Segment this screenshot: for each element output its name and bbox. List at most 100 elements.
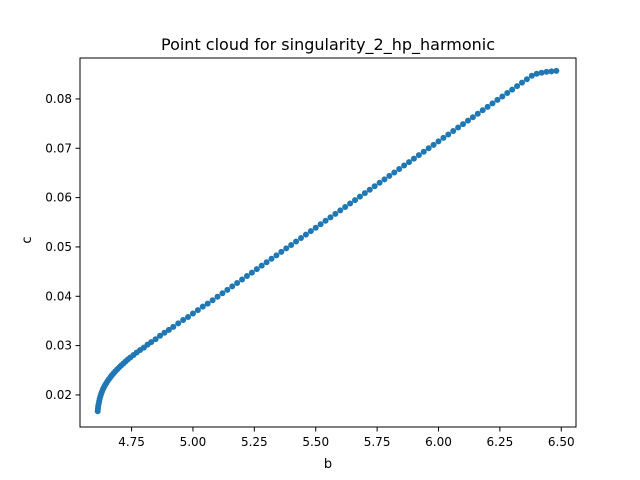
data-point <box>317 221 324 228</box>
data-point <box>474 110 481 117</box>
data-point <box>204 300 211 307</box>
data-point <box>391 169 398 176</box>
y-tick-label: 0.07 <box>45 141 72 155</box>
data-point <box>148 339 155 346</box>
data-point <box>410 155 417 162</box>
data-point <box>553 67 560 74</box>
data-point <box>263 259 270 266</box>
data-point <box>464 117 471 124</box>
y-axis-ticks: 0.02 0.03 0.04 0.05 0.06 0.07 0.08 <box>45 92 80 402</box>
data-point <box>302 231 309 238</box>
data-point <box>366 186 373 193</box>
data-point <box>420 148 427 155</box>
data-point <box>440 134 447 141</box>
data-point <box>371 183 378 190</box>
y-tick-label: 0.04 <box>45 289 72 303</box>
data-point <box>435 138 442 145</box>
data-point <box>401 162 408 169</box>
data-point <box>376 179 383 186</box>
data-point <box>337 207 344 214</box>
data-point <box>219 290 226 297</box>
data-point <box>185 313 192 320</box>
data-point <box>189 310 196 317</box>
data-point <box>396 165 403 172</box>
data-point <box>499 93 506 100</box>
data-point <box>180 316 187 323</box>
data-point <box>356 193 363 200</box>
data-point <box>469 114 476 121</box>
data-point <box>239 276 246 283</box>
data-point <box>248 269 255 276</box>
x-tick-label: 4.75 <box>118 435 145 449</box>
x-tick-label: 5.50 <box>302 435 329 449</box>
y-axis-label: c <box>20 236 35 243</box>
data-point <box>293 238 300 245</box>
data-point <box>514 83 521 90</box>
data-point <box>415 152 422 159</box>
data-point <box>288 241 295 248</box>
data-point <box>381 176 388 183</box>
data-point <box>307 228 314 235</box>
data-points <box>94 67 560 415</box>
x-tick-label: 6.00 <box>425 435 452 449</box>
x-axis-ticks: 4.75 5.00 5.25 5.50 5.75 6.00 6.25 6.50 <box>118 427 575 449</box>
data-point <box>386 172 393 179</box>
data-point <box>406 159 413 166</box>
data-point <box>224 286 231 293</box>
data-point <box>297 235 304 242</box>
data-point <box>361 190 368 197</box>
x-tick-label: 6.25 <box>487 435 514 449</box>
y-tick-label: 0.06 <box>45 191 72 205</box>
data-point <box>479 107 486 114</box>
data-point <box>273 252 280 259</box>
data-point <box>494 96 501 103</box>
data-point <box>518 79 525 86</box>
x-tick-label: 6.50 <box>548 435 575 449</box>
data-point <box>523 76 530 83</box>
data-point <box>327 214 334 221</box>
data-point <box>243 273 250 280</box>
data-point <box>165 326 172 333</box>
data-point <box>543 68 550 75</box>
x-tick-label: 5.25 <box>241 435 268 449</box>
y-tick-label: 0.02 <box>45 388 72 402</box>
data-point <box>509 86 516 93</box>
plot-area-frame <box>79 57 577 428</box>
data-point <box>157 332 164 339</box>
data-point <box>170 323 177 330</box>
x-tick-label: 5.75 <box>364 435 391 449</box>
data-point <box>229 283 236 290</box>
y-tick-label: 0.05 <box>45 240 72 254</box>
x-axis-label: b <box>324 457 332 472</box>
data-point <box>175 320 182 327</box>
data-point <box>234 279 241 286</box>
data-point <box>484 103 491 110</box>
data-point <box>199 303 206 310</box>
data-point <box>460 121 467 128</box>
data-point <box>533 70 540 77</box>
data-point <box>528 72 535 79</box>
data-point <box>152 336 159 343</box>
data-point <box>283 245 290 252</box>
data-point <box>268 255 275 262</box>
data-point <box>425 145 432 152</box>
data-point <box>430 141 437 148</box>
data-point <box>548 68 555 75</box>
data-point <box>214 293 221 300</box>
data-point <box>450 128 457 135</box>
data-point <box>312 224 319 231</box>
data-point <box>538 69 545 76</box>
data-point <box>455 124 462 131</box>
chart-title: Point cloud for singularity_2_hp_harmoni… <box>161 35 495 55</box>
y-tick-label: 0.08 <box>45 92 72 106</box>
data-point <box>209 297 216 304</box>
data-point <box>504 90 511 97</box>
data-point <box>342 203 349 210</box>
data-point <box>322 217 329 224</box>
data-point <box>332 210 339 217</box>
data-point <box>347 200 354 207</box>
data-point <box>194 307 201 314</box>
